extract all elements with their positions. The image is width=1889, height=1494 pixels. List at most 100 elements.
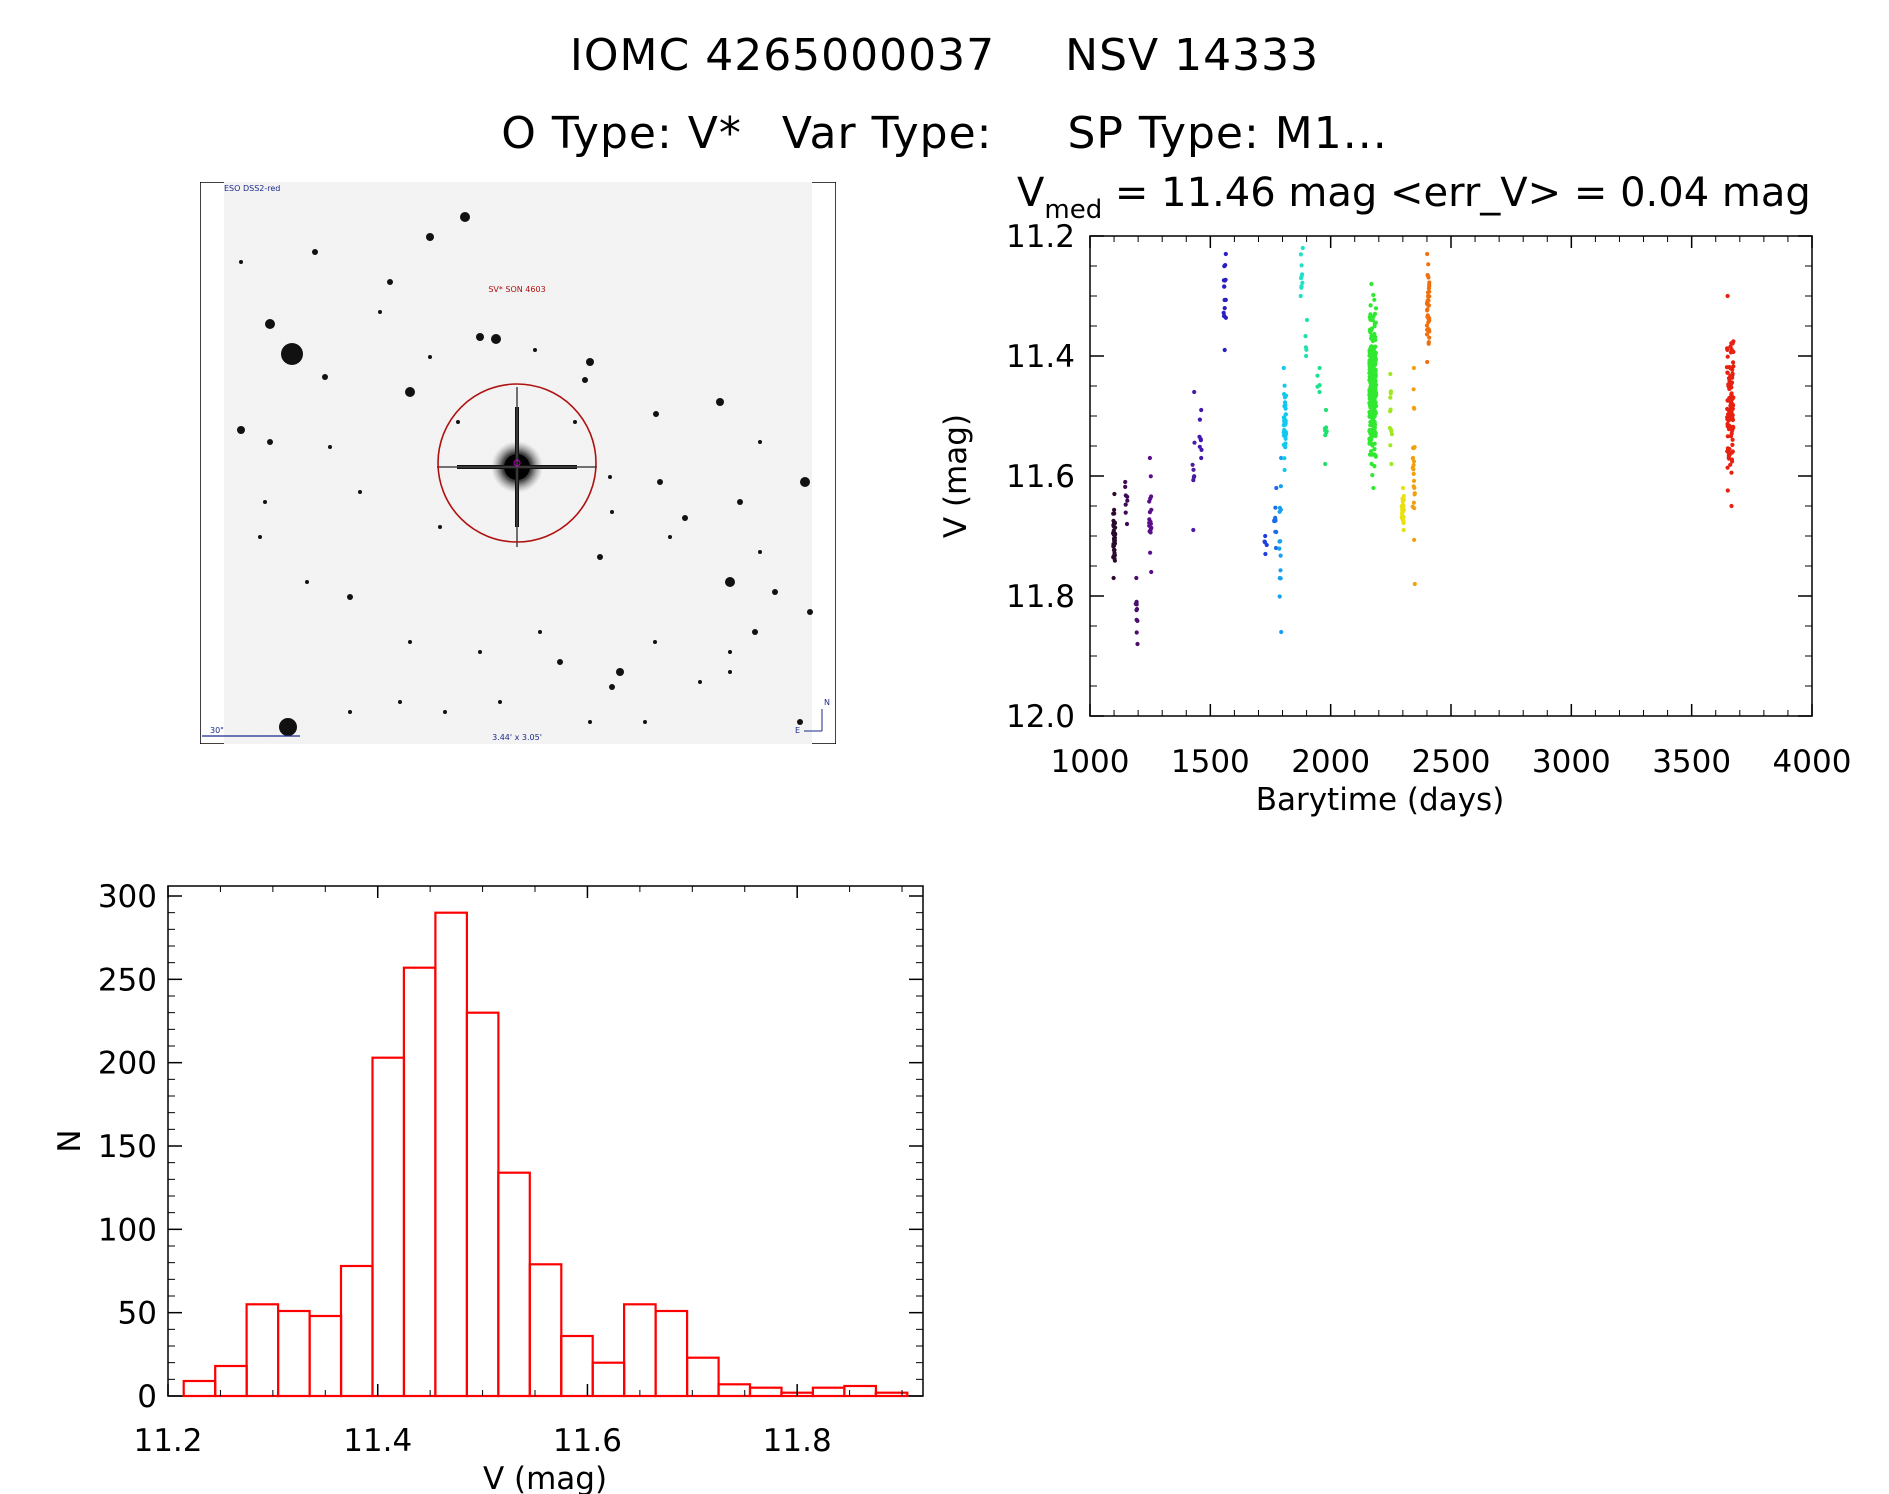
background-star-7 (476, 333, 484, 341)
lc-point-2-8 (1134, 630, 1139, 635)
background-star-23 (737, 499, 743, 505)
lc-point-17-0 (1400, 485, 1406, 491)
lc-point-5-7 (1198, 437, 1203, 442)
lc-point-19-3 (1424, 323, 1430, 328)
title-sub: med (1044, 195, 1102, 225)
lc-point-9-12 (1278, 576, 1283, 581)
hist-bar-21 (843, 1384, 878, 1398)
hist-y-tick-label-6: 300 (98, 879, 157, 915)
lc-point-10-19 (1282, 383, 1287, 388)
lc-point-4-0 (1192, 389, 1197, 395)
lc-point-2-1 (1135, 641, 1140, 647)
lc-y-axis-label: V (mag) (938, 414, 974, 538)
lc-point-15-235 (1367, 436, 1372, 442)
compass: N E (795, 698, 830, 735)
lc-point-19-40 (1426, 286, 1431, 291)
hist-bar-3 (277, 1309, 311, 1398)
background-star-20 (682, 515, 688, 521)
background-star-38 (557, 659, 563, 665)
background-star-28 (347, 594, 353, 600)
lc-point-18-1 (1412, 581, 1417, 587)
lc-point-15-107 (1372, 324, 1377, 329)
lc-point-20-109 (1728, 396, 1733, 402)
lc-point-5-0 (1199, 407, 1204, 413)
background-star-35 (408, 640, 412, 644)
background-star-27 (752, 629, 758, 635)
lc-x-tick-label-1: 1500 (1171, 744, 1250, 780)
star-field (237, 212, 813, 736)
lc-point-15-146 (1372, 464, 1377, 469)
background-star-25 (772, 589, 778, 595)
background-star-10 (533, 348, 537, 352)
lc-point-0-32 (1112, 507, 1117, 512)
lc-point-13-0 (1317, 365, 1322, 371)
lc-point-20-96 (1726, 412, 1731, 417)
lc-point-5-2 (1197, 417, 1202, 422)
lc-point-2-6 (1134, 617, 1139, 623)
hist-y-tick-label-0: 0 (137, 1379, 157, 1415)
background-star-42 (698, 680, 702, 684)
lc-point-9-5 (1277, 509, 1282, 514)
lc-y-tick-label-2: 11.6 (1006, 459, 1075, 495)
lc-point-0-1 (1111, 575, 1116, 581)
lc-point-15-208 (1367, 396, 1372, 401)
lc-point-20-78 (1726, 382, 1731, 387)
lc-point-16-8 (1388, 409, 1393, 414)
lc-point-15-213 (1367, 413, 1372, 418)
hist-bar-13 (591, 1361, 626, 1398)
lc-point-19-31 (1425, 273, 1430, 278)
lc-point-15-236 (1373, 337, 1378, 343)
hist-axis-ticks: 11.2 11.4 11.6 11.8 0 50 100 150 200 250 300 (98, 879, 923, 1459)
lc-point-11-7 (1299, 284, 1304, 289)
lc-point-15-259 (1371, 391, 1376, 397)
lc-point-10-1 (1282, 467, 1287, 473)
lc-point-16-0 (1388, 371, 1393, 377)
hist-bar-6 (371, 1056, 406, 1398)
hist-bar-16 (685, 1356, 720, 1398)
lc-point-18-2 (1411, 478, 1417, 483)
lc-point-8-0 (1274, 485, 1279, 491)
lc-point-20-30 (1730, 437, 1735, 442)
lc-point-15-1 (1371, 485, 1376, 491)
lc-x-tick-label-5: 3500 (1652, 744, 1731, 780)
background-star-47 (398, 700, 402, 704)
lc-point-15-226 (1369, 354, 1374, 359)
lc-point-0-30 (1112, 521, 1117, 526)
lc-point-9-13 (1277, 546, 1282, 551)
lc-point-20-44 (1730, 459, 1735, 464)
background-star-5 (312, 249, 318, 255)
lc-y-tick-label-1: 11.4 (1006, 339, 1075, 375)
lc-point-4-1 (1191, 527, 1196, 533)
survey-label: ESO DSS2-red (224, 184, 280, 193)
background-star-22 (725, 577, 735, 587)
lc-point-15-202 (1372, 358, 1377, 363)
lc-point-16-6 (1388, 395, 1393, 400)
lc-point-20-0 (1725, 293, 1730, 299)
lc-point-1-4 (1123, 510, 1128, 515)
lc-point-20-102 (1728, 434, 1734, 439)
lc-point-15-187 (1372, 332, 1377, 337)
lc-point-15-185 (1372, 422, 1377, 427)
lc-point-2-7 (1134, 608, 1139, 613)
hist-bar-4 (308, 1314, 343, 1398)
lc-point-10-36 (1283, 436, 1288, 441)
background-star-52 (728, 650, 732, 654)
background-star-30 (258, 535, 262, 539)
background-star-59 (456, 420, 460, 424)
background-star-29 (305, 580, 309, 584)
background-star-57 (428, 355, 432, 359)
lc-point-16-4 (1388, 391, 1393, 396)
hist-bar-7 (402, 966, 437, 1398)
lc-point-11-9 (1299, 274, 1304, 279)
lc-point-8-8 (1273, 529, 1278, 534)
lc-point-13-1 (1317, 389, 1322, 395)
hist-bar-17 (717, 1383, 752, 1398)
lc-point-13-4 (1315, 373, 1320, 378)
lc-point-0-38 (1112, 553, 1117, 558)
lc-point-10-38 (1282, 403, 1288, 408)
lc-x-tick-label-4: 3000 (1532, 744, 1611, 780)
lc-point-20-9 (1731, 360, 1736, 365)
hist-bar-14 (622, 1303, 657, 1398)
lc-point-11-4 (1299, 263, 1304, 268)
lc-point-19-26 (1425, 307, 1430, 312)
